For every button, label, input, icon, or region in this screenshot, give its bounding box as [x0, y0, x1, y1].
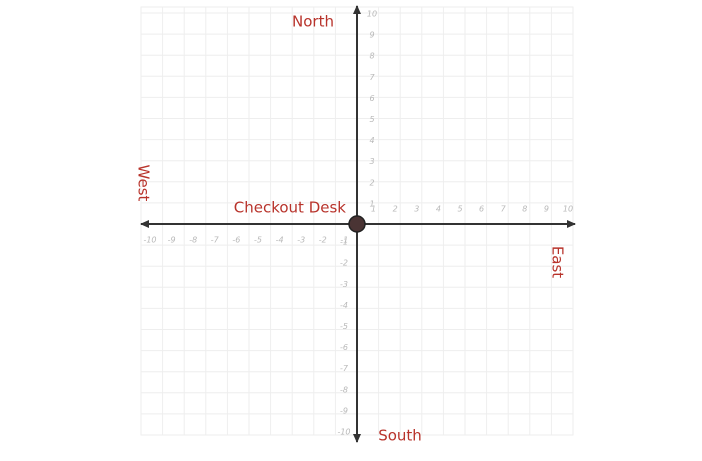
x-tick-label: -1: [340, 236, 348, 245]
x-tick-label: 2: [393, 205, 398, 214]
x-tick-label: -6: [232, 236, 240, 245]
x-tick-label: 1: [371, 205, 376, 214]
y-tick-label: 6: [369, 94, 374, 103]
direction-label: South: [378, 427, 422, 445]
x-tick-label: -5: [254, 236, 262, 245]
y-tick-label: -9: [340, 406, 348, 415]
x-tick-label: -9: [168, 236, 176, 245]
y-tick-label: 9: [369, 31, 374, 40]
y-tick-label: -2: [340, 259, 348, 268]
y-tick-label: -8: [340, 385, 348, 394]
point: [348, 215, 366, 233]
y-tick-label: 5: [369, 115, 374, 124]
x-tick-label: 5: [457, 205, 462, 214]
x-tick-label: -2: [319, 236, 327, 245]
x-tick-label: -7: [211, 236, 220, 245]
y-tick-label: -1: [340, 238, 348, 247]
x-tick-label: 8: [522, 205, 527, 214]
x-tick-label: -3: [297, 236, 305, 245]
x-tick-label: 3: [414, 205, 419, 214]
y-tick-label: -10: [337, 428, 350, 437]
y-tick-label: 8: [369, 52, 374, 61]
x-tick-label: -4: [276, 236, 284, 245]
y-tick-label: -3: [340, 280, 348, 289]
y-tick-label: 4: [369, 136, 374, 145]
x-tick-label: 9: [544, 205, 549, 214]
direction-label: North: [292, 13, 334, 31]
y-tick-label: 3: [369, 157, 374, 166]
y-tick-label: -6: [340, 343, 348, 352]
x-tick-label: 4: [436, 205, 441, 214]
x-tick-label: 7: [501, 205, 507, 214]
x-tick-label: 10: [563, 205, 573, 214]
direction-label: West: [135, 165, 153, 202]
labels: -10 -9 -8 -7 -6 -5 -4 -3 -2 -1 1 2 3 4 5 6 7 8 9 10 -10 -9 -8 -…: [143, 10, 573, 437]
x-tick-label: -8: [189, 236, 197, 245]
y-tick-label: 7: [369, 73, 375, 82]
direction-label: East: [549, 246, 567, 278]
y-tick-label: -5: [340, 322, 348, 331]
x-tick-label: 6: [479, 205, 484, 214]
y-tick-label: 2: [369, 178, 374, 187]
x-tick-label: -10: [143, 236, 156, 245]
y-tick-label: -4: [340, 301, 348, 310]
point-label: Checkout Desk: [234, 199, 347, 217]
y-tick-label: 10: [367, 10, 377, 19]
y-tick-label: 1: [369, 199, 374, 208]
y-tick-label: -7: [340, 364, 349, 373]
